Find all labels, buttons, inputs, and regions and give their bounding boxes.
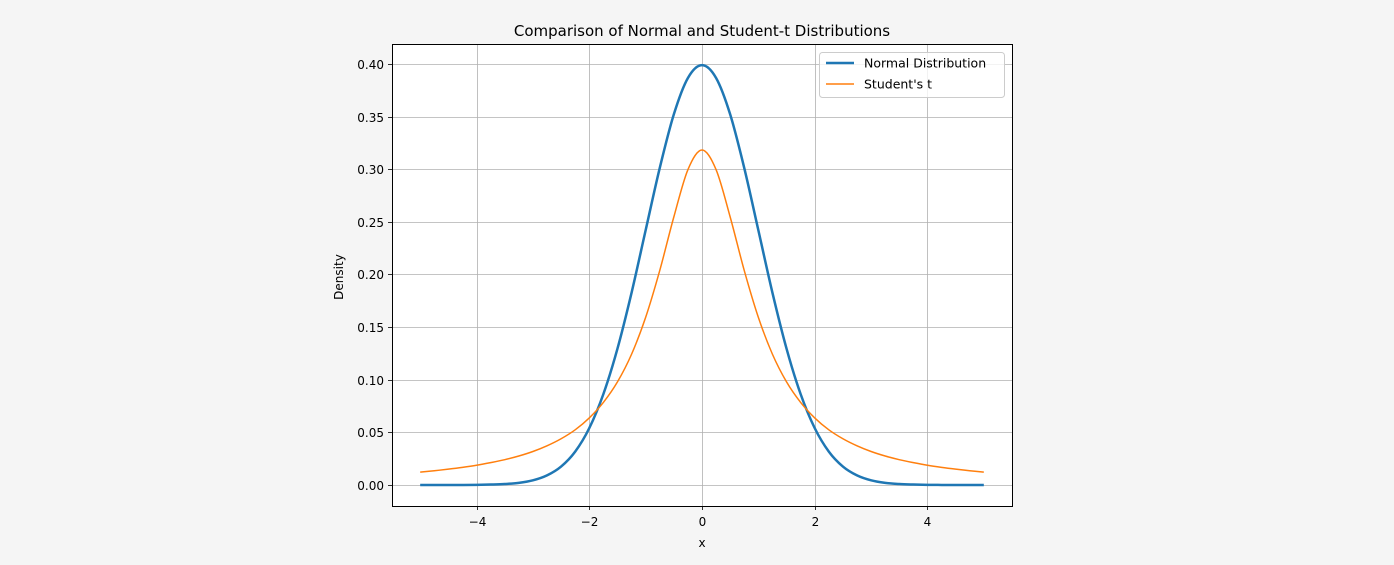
legend-student-t-label: Student's t [864,77,932,92]
x-tick-label: −2 [581,515,599,529]
y-axis-ticks: 0.00 0.05 0.10 0.15 0.20 0.25 0.30 0.35 0.40 [357,58,392,493]
student-t-line [420,149,984,473]
y-tick-label: 0.10 [357,374,384,388]
x-axis-ticks: −4 −2 0 2 4 [469,506,932,529]
x-tick-label: 4 [924,515,932,529]
normal-distribution-line [420,63,984,487]
chart-title: Comparison of Normal and Student-t Distr… [514,22,890,40]
legend-normal-label: Normal Distribution [864,56,986,71]
y-axis-label: Density [332,254,346,300]
data-series [420,63,984,487]
axes-background [392,44,1012,506]
x-tick-label: −4 [469,515,487,529]
legend-box [819,52,1005,98]
y-tick-label: 0.40 [357,58,384,72]
plot-area [392,44,1013,507]
x-tick-label: 0 [699,515,707,529]
x-tick-label: 2 [812,515,820,529]
x-axis-label: x [698,536,705,550]
y-tick-label: 0.35 [357,111,384,125]
y-tick-label: 0.25 [357,216,384,230]
y-tick-label: 0.30 [357,163,384,177]
y-tick-label: 0.20 [357,268,384,282]
y-tick-label: 0.05 [357,426,384,440]
y-tick-label: 0.15 [357,321,384,335]
legend: Normal Distribution Student's t [819,52,1005,98]
y-tick-label: 0.00 [357,479,384,493]
